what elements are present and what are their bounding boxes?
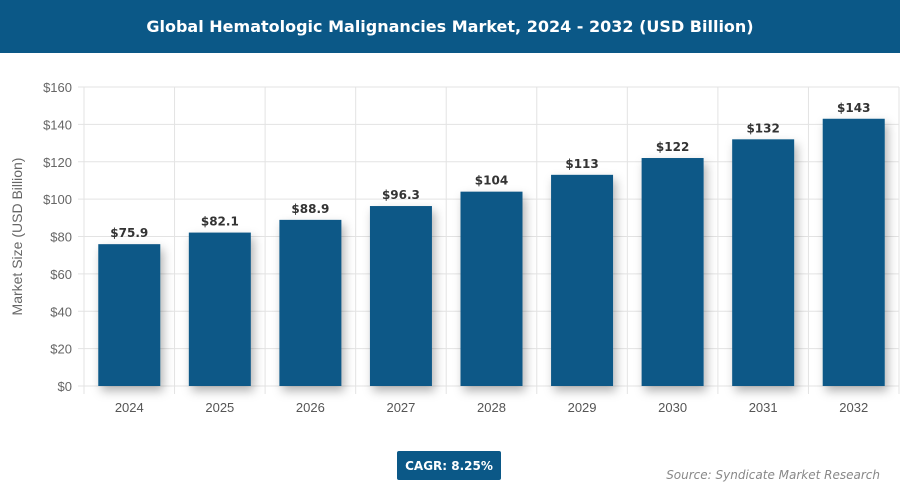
y-axis-label: Market Size (USD Billion) — [9, 158, 25, 316]
y-tick-label: $40 — [50, 304, 72, 319]
x-tick-label: 2029 — [568, 400, 597, 415]
bar-2031 — [732, 139, 795, 386]
bar-2027 — [369, 206, 432, 386]
y-tick-label: $60 — [50, 267, 72, 282]
bar-2030 — [641, 158, 704, 386]
y-tick-label: $80 — [50, 230, 72, 245]
y-tick-label: $160 — [43, 80, 72, 95]
x-tick-label: 2028 — [477, 400, 506, 415]
data-label: $96.3 — [382, 188, 420, 202]
bar-2028 — [460, 191, 523, 386]
x-tick-label: 2024 — [115, 400, 144, 415]
cagr-badge: CAGR: 8.25% — [397, 451, 501, 480]
bar-2029 — [551, 174, 614, 386]
data-label: $113 — [565, 157, 598, 171]
data-label: $104 — [475, 174, 508, 188]
x-tick-label: 2031 — [749, 400, 778, 415]
data-label: $143 — [837, 101, 870, 115]
source-note: Source: Syndicate Market Research — [666, 468, 880, 482]
bar-2025 — [188, 232, 251, 386]
bar-2026 — [279, 219, 342, 386]
y-tick-label: $120 — [43, 155, 72, 170]
y-tick-label: $20 — [50, 342, 72, 357]
data-label: $88.9 — [291, 202, 329, 216]
bar-2032 — [822, 118, 885, 387]
data-label: $122 — [656, 140, 689, 154]
bar-2024 — [98, 244, 161, 386]
y-tick-label: $140 — [43, 117, 72, 132]
x-tick-label: 2027 — [386, 400, 415, 415]
data-label: $82.1 — [201, 215, 239, 229]
data-label: $75.9 — [110, 226, 148, 240]
data-label: $132 — [746, 121, 779, 135]
x-tick-label: 2032 — [839, 400, 868, 415]
x-tick-label: 2030 — [658, 400, 687, 415]
x-tick-label: 2025 — [205, 400, 234, 415]
x-tick-label: 2026 — [296, 400, 325, 415]
y-tick-label: $100 — [43, 192, 72, 207]
y-tick-label: $0 — [58, 379, 72, 394]
chart-title: Global Hematologic Malignancies Market, … — [0, 0, 900, 53]
